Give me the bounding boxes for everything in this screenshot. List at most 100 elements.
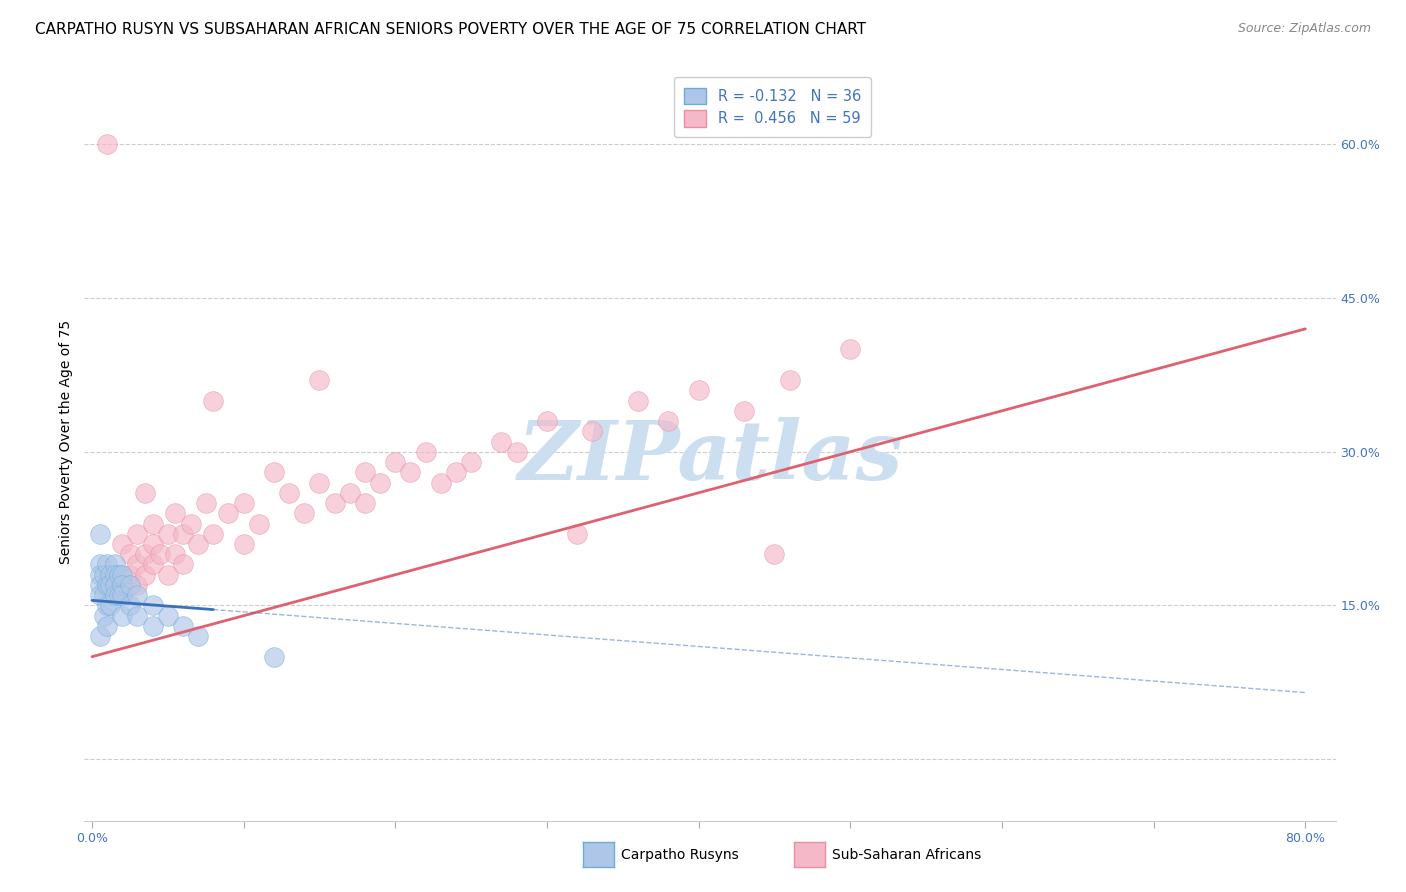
- Point: [354, 496, 377, 510]
- Point: [108, 588, 131, 602]
- Point: [368, 475, 391, 490]
- Point: [165, 547, 187, 561]
- Point: [127, 526, 149, 541]
- Point: [89, 526, 111, 541]
- Point: [142, 537, 165, 551]
- Point: [89, 558, 111, 572]
- Point: [96, 619, 118, 633]
- Point: [93, 608, 115, 623]
- Point: [232, 496, 254, 510]
- Point: [232, 537, 254, 551]
- Text: ZIPatlas: ZIPatlas: [517, 417, 903, 497]
- Point: [217, 506, 239, 520]
- Point: [779, 373, 801, 387]
- Point: [98, 578, 121, 592]
- Point: [430, 475, 453, 490]
- Point: [142, 619, 165, 633]
- Point: [263, 465, 285, 479]
- Point: [111, 588, 134, 602]
- Point: [839, 343, 862, 357]
- Point: [202, 393, 225, 408]
- Point: [180, 516, 202, 531]
- Point: [111, 537, 134, 551]
- Point: [96, 558, 118, 572]
- Point: [292, 506, 315, 520]
- Point: [460, 455, 482, 469]
- Point: [118, 578, 141, 592]
- Point: [134, 485, 156, 500]
- Point: [688, 384, 710, 398]
- Point: [111, 567, 134, 582]
- Point: [156, 608, 179, 623]
- Point: [127, 608, 149, 623]
- Text: CARPATHO RUSYN VS SUBSAHARAN AFRICAN SENIORS POVERTY OVER THE AGE OF 75 CORRELAT: CARPATHO RUSYN VS SUBSAHARAN AFRICAN SEN…: [35, 22, 866, 37]
- Point: [415, 444, 437, 458]
- Point: [127, 578, 149, 592]
- Point: [308, 373, 330, 387]
- Point: [111, 578, 134, 592]
- Text: Source: ZipAtlas.com: Source: ZipAtlas.com: [1237, 22, 1371, 36]
- Point: [111, 588, 134, 602]
- Point: [98, 567, 121, 582]
- Point: [194, 496, 217, 510]
- Text: Sub-Saharan Africans: Sub-Saharan Africans: [832, 847, 981, 862]
- Point: [118, 547, 141, 561]
- Point: [247, 516, 270, 531]
- Point: [581, 425, 603, 439]
- Point: [354, 465, 377, 479]
- Point: [93, 588, 115, 602]
- Point: [172, 558, 194, 572]
- Point: [399, 465, 422, 479]
- Point: [89, 578, 111, 592]
- Point: [134, 547, 156, 561]
- Legend: R = -0.132   N = 36, R =  0.456   N = 59: R = -0.132 N = 36, R = 0.456 N = 59: [673, 78, 872, 137]
- Point: [172, 526, 194, 541]
- Point: [149, 547, 172, 561]
- Point: [127, 558, 149, 572]
- Point: [308, 475, 330, 490]
- Text: Carpatho Rusyns: Carpatho Rusyns: [621, 847, 740, 862]
- Point: [505, 444, 527, 458]
- Point: [165, 506, 187, 520]
- Point: [491, 434, 513, 449]
- Point: [202, 526, 225, 541]
- Point: [763, 547, 786, 561]
- Point: [104, 558, 127, 572]
- Point: [536, 414, 558, 428]
- Point: [278, 485, 301, 500]
- Point: [627, 393, 650, 408]
- Point: [127, 588, 149, 602]
- Point: [733, 404, 755, 418]
- Point: [156, 526, 179, 541]
- Point: [323, 496, 346, 510]
- Point: [104, 588, 127, 602]
- Point: [104, 578, 127, 592]
- Point: [134, 567, 156, 582]
- Point: [156, 567, 179, 582]
- Point: [118, 599, 141, 613]
- Point: [96, 578, 118, 592]
- Point: [187, 537, 209, 551]
- Point: [93, 567, 115, 582]
- Point: [108, 567, 131, 582]
- Point: [104, 567, 127, 582]
- Point: [89, 567, 111, 582]
- Point: [118, 567, 141, 582]
- Point: [96, 599, 118, 613]
- Point: [187, 629, 209, 643]
- Point: [384, 455, 406, 469]
- Point: [263, 649, 285, 664]
- Point: [98, 599, 121, 613]
- Point: [657, 414, 679, 428]
- Point: [96, 137, 118, 152]
- Point: [567, 526, 589, 541]
- Point: [339, 485, 361, 500]
- Point: [142, 516, 165, 531]
- Point: [172, 619, 194, 633]
- Y-axis label: Seniors Poverty Over the Age of 75: Seniors Poverty Over the Age of 75: [59, 319, 73, 564]
- Point: [142, 558, 165, 572]
- Point: [89, 588, 111, 602]
- Point: [104, 578, 127, 592]
- Point: [142, 599, 165, 613]
- Point: [444, 465, 467, 479]
